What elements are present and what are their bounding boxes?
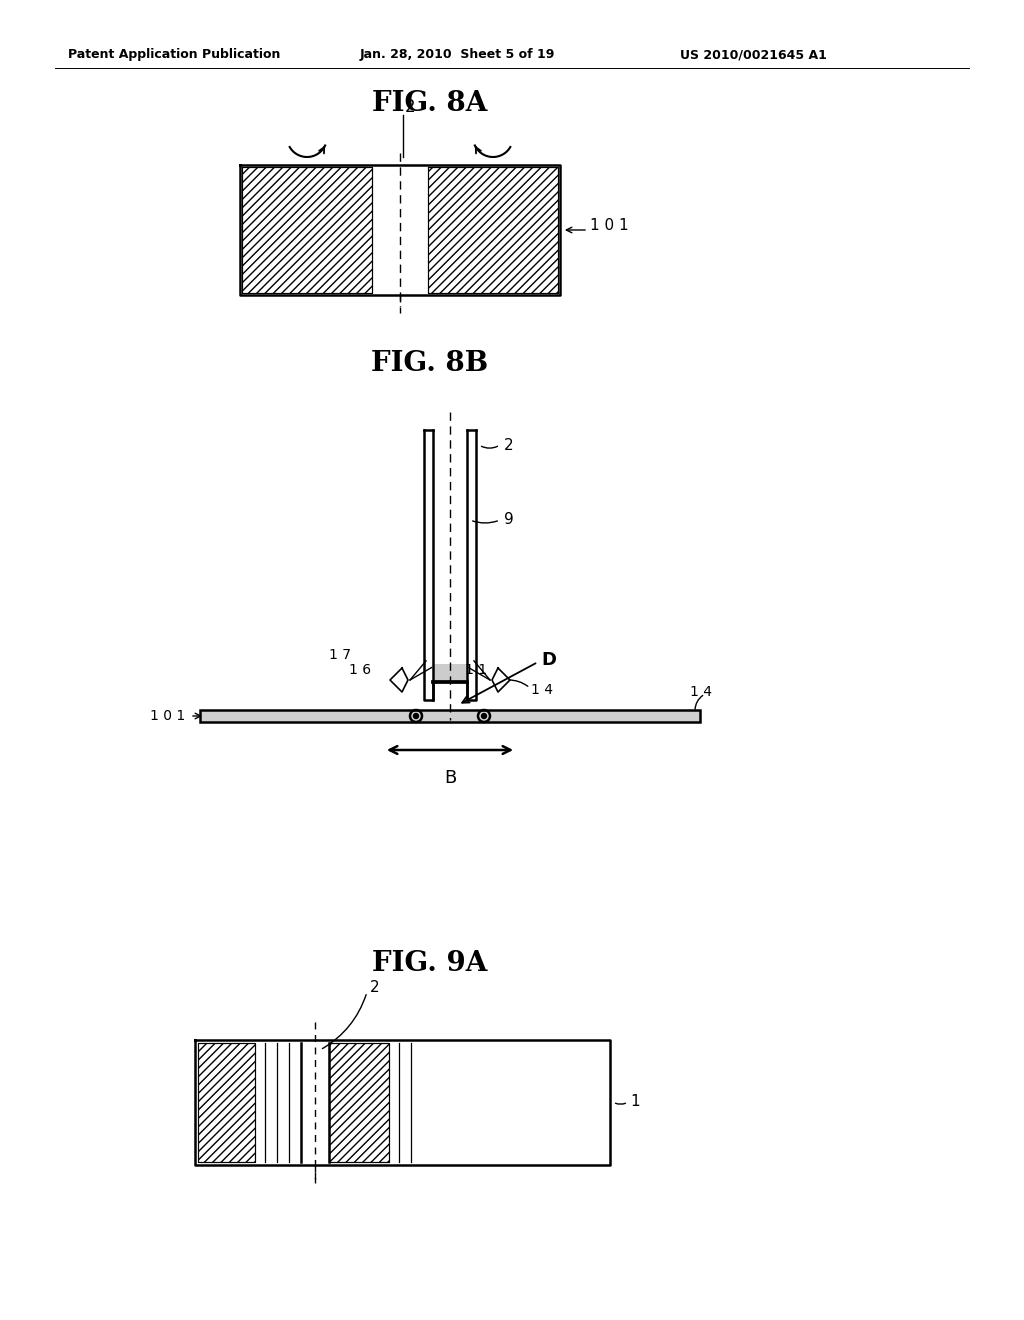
Text: FIG. 9A: FIG. 9A <box>373 950 487 977</box>
Text: 1 4: 1 4 <box>690 685 712 700</box>
Circle shape <box>414 714 419 718</box>
Bar <box>198 1043 255 1162</box>
Bar <box>433 664 467 682</box>
Text: 1 4: 1 4 <box>531 682 553 697</box>
Text: 2: 2 <box>406 98 416 116</box>
Text: D: D <box>541 651 556 669</box>
Text: FIG. 8A: FIG. 8A <box>373 90 487 117</box>
Text: 1 1: 1 1 <box>465 663 487 677</box>
Text: 1 6: 1 6 <box>349 663 371 677</box>
Text: 2: 2 <box>370 981 380 995</box>
Text: 2: 2 <box>504 437 514 453</box>
Text: US 2010/0021645 A1: US 2010/0021645 A1 <box>680 48 826 61</box>
Text: 1 0 1: 1 0 1 <box>590 218 629 232</box>
Bar <box>329 1043 389 1162</box>
Text: B: B <box>443 770 456 787</box>
Bar <box>428 168 558 293</box>
Circle shape <box>481 714 486 718</box>
Text: 1: 1 <box>630 1094 640 1110</box>
Text: Patent Application Publication: Patent Application Publication <box>68 48 281 61</box>
Text: FIG. 8B: FIG. 8B <box>372 350 488 378</box>
Bar <box>242 168 372 293</box>
Text: 1 0 1: 1 0 1 <box>150 709 185 723</box>
Bar <box>200 710 700 722</box>
Text: 1 7: 1 7 <box>329 648 351 663</box>
Text: Jan. 28, 2010  Sheet 5 of 19: Jan. 28, 2010 Sheet 5 of 19 <box>360 48 555 61</box>
Text: 9: 9 <box>504 512 514 528</box>
